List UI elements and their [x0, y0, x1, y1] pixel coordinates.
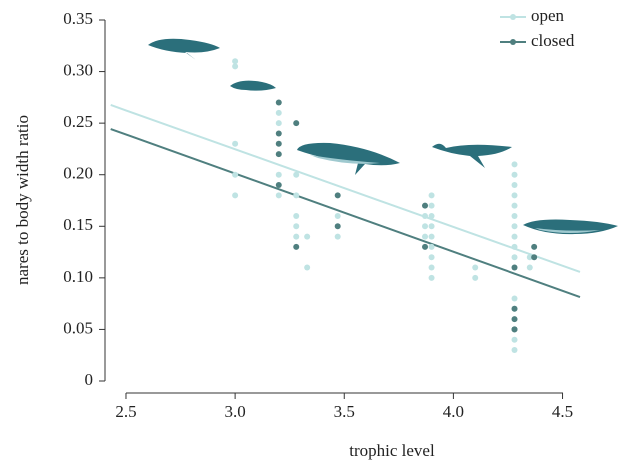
data-point: [293, 233, 300, 240]
data-point: [511, 305, 518, 312]
data-point: [428, 243, 435, 250]
x-tick-label: 2.5: [115, 402, 136, 421]
data-point: [428, 223, 435, 230]
data-point: [275, 99, 282, 106]
data-point: [511, 336, 518, 343]
data-point: [511, 347, 518, 354]
legend-label: closed: [531, 31, 575, 50]
data-point: [511, 192, 518, 199]
data-point: [232, 63, 239, 70]
data-point: [422, 202, 429, 209]
legend-label: open: [531, 6, 565, 25]
data-point: [275, 120, 282, 127]
data-point: [304, 264, 311, 271]
data-point: [334, 192, 341, 199]
data-point: [526, 254, 533, 261]
trend-line: [110, 128, 581, 298]
data-point: [275, 109, 282, 116]
data-point: [511, 161, 518, 168]
data-point: [334, 233, 341, 240]
data-point: [526, 264, 533, 271]
data-point: [275, 192, 282, 199]
data-point: [428, 264, 435, 271]
data-point: [334, 212, 341, 219]
data-point: [428, 212, 435, 219]
data-point: [511, 223, 518, 230]
y-tick-label: 0.35: [63, 9, 93, 28]
data-point: [511, 254, 518, 261]
data-point: [511, 202, 518, 209]
y-tick-label: 0.05: [63, 318, 93, 337]
data-point: [275, 140, 282, 147]
x-axis-label: trophic level: [349, 441, 435, 460]
data-point: [293, 120, 300, 127]
data-point: [293, 171, 300, 178]
data-point: [275, 171, 282, 178]
data-point: [511, 264, 518, 271]
data-point: [275, 182, 282, 189]
data-point: [428, 192, 435, 199]
data-point: [293, 212, 300, 219]
data-point: [232, 171, 239, 178]
data-point: [511, 233, 518, 240]
data-point: [511, 243, 518, 250]
data-point: [293, 243, 300, 250]
data-point: [232, 58, 239, 65]
trend-line: [110, 104, 581, 273]
data-point: [472, 274, 479, 281]
x-tick-label: 4.5: [552, 402, 573, 421]
data-point: [472, 264, 479, 271]
data-point: [275, 130, 282, 137]
data-point: [422, 223, 429, 230]
data-point: [511, 182, 518, 189]
y-tick-label: 0.10: [63, 267, 93, 286]
legend-marker: [510, 14, 516, 20]
data-point: [422, 243, 429, 250]
data-point: [422, 233, 429, 240]
data-point: [293, 192, 300, 199]
x-tick-label: 3.5: [334, 402, 355, 421]
data-point: [428, 274, 435, 281]
data-point: [232, 140, 239, 147]
data-point: [531, 254, 538, 261]
y-tick-label: 0.15: [63, 215, 93, 234]
y-tick-label: 0.25: [63, 112, 93, 131]
y-axis-label: nares to body width ratio: [13, 115, 32, 285]
data-point: [428, 254, 435, 261]
x-tick-label: 3.0: [224, 402, 245, 421]
data-point: [428, 233, 435, 240]
y-tick-label: 0.20: [63, 164, 93, 183]
data-point: [293, 223, 300, 230]
x-tick-label: 4.0: [443, 402, 464, 421]
data-point: [511, 295, 518, 302]
data-point: [531, 243, 538, 250]
y-tick-label: 0.30: [63, 60, 93, 79]
data-point: [275, 151, 282, 158]
data-point: [511, 171, 518, 178]
data-point: [334, 223, 341, 230]
y-tick-label: 0: [85, 370, 94, 389]
legend-marker: [510, 39, 516, 45]
data-point: [511, 326, 518, 333]
data-point: [511, 212, 518, 219]
data-point: [304, 233, 311, 240]
whale-illustrations: [148, 38, 618, 235]
data-point: [511, 316, 518, 323]
data-point: [422, 212, 429, 219]
data-point: [428, 202, 435, 209]
data-point: [232, 192, 239, 199]
